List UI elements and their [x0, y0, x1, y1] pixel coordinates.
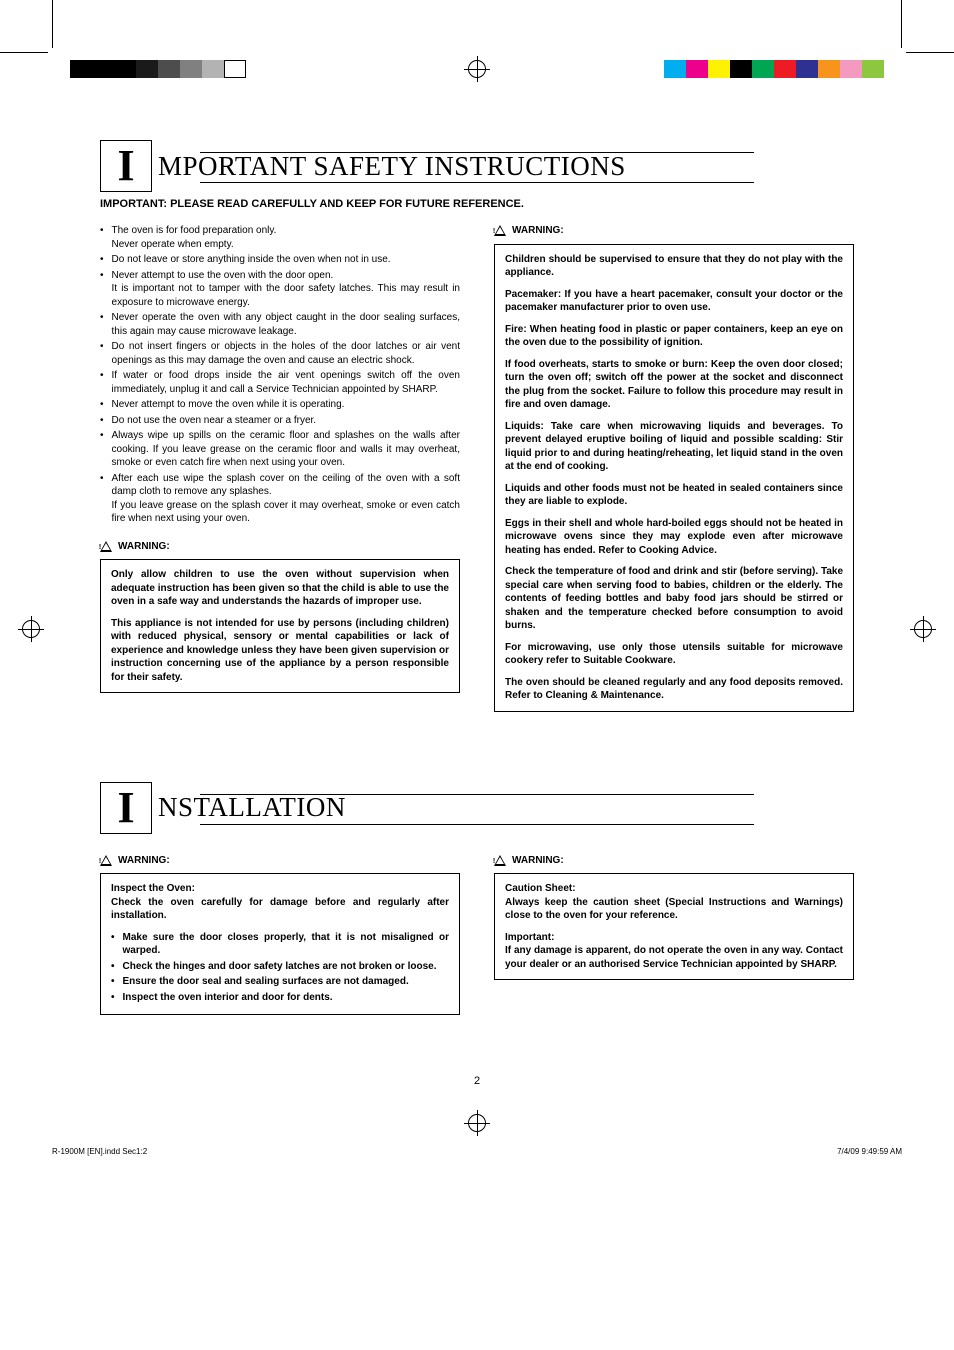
bullet-text: Do not use the oven near a steamer or a … — [112, 414, 460, 428]
bullet-text: Never operate the oven with any object c… — [112, 311, 460, 338]
bullet-text: Never attempt to move the oven while it … — [112, 398, 460, 412]
install-right-column: ! WARNING: Caution Sheet: Always keep th… — [494, 854, 854, 1016]
footer-timestamp: 7/4/09 9:49:59 AM — [837, 1147, 902, 1156]
warning-paragraph: If food overheats, starts to smoke or bu… — [505, 358, 843, 412]
warning-box-install-left: Inspect the Oven: Check the oven careful… — [100, 873, 460, 1015]
warning-paragraph: Only allow children to use the oven with… — [111, 568, 449, 609]
footer-file: R-1900M [EN].indd Sec1:2 — [52, 1147, 147, 1156]
install-left-column: ! WARNING: Inspect the Oven: Check the o… — [100, 854, 460, 1016]
warning-paragraph: The oven should be cleaned regularly and… — [505, 676, 843, 703]
print-footer: R-1900M [EN].indd Sec1:2 7/4/09 9:49:59 … — [0, 1147, 954, 1176]
bullet-text: Inspect the oven interior and door for d… — [123, 991, 449, 1005]
bullet-text: Ensure the door seal and sealing surface… — [123, 975, 449, 989]
left-column: The oven is for food preparation only.Ne… — [100, 224, 460, 712]
warning-paragraph: For microwaving, use only those utensils… — [505, 641, 843, 668]
dropcap-letter: I — [117, 786, 134, 830]
caution-title: Caution Sheet: — [505, 883, 576, 894]
important-text: If any damage is apparent, do not operat… — [505, 945, 843, 970]
warning-label: WARNING: — [118, 540, 170, 554]
warning-header-right: ! WARNING: — [494, 224, 854, 238]
warning-label: WARNING: — [118, 854, 170, 868]
registration-mark-right — [914, 620, 932, 638]
warning-paragraph: Fire: When heating food in plastic or pa… — [505, 323, 843, 350]
section-title: MPORTANT SAFETY INSTRUCTIONS — [152, 151, 626, 182]
bullet-text: Do not leave or store anything inside th… — [112, 253, 460, 267]
bullet-text: Always wipe up spills on the ceramic flo… — [112, 429, 460, 470]
warning-paragraph: Pacemaker: If you have a heart pacemaker… — [505, 288, 843, 315]
print-swatches-right — [664, 60, 884, 78]
warning-paragraph: Check the temperature of food and drink … — [505, 565, 843, 633]
bullet-text: If water or food drops inside the air ve… — [112, 369, 460, 396]
section-title: NSTALLATION — [152, 792, 346, 823]
bullet-text: The oven is for food preparation only.Ne… — [112, 224, 460, 251]
inspect-intro: Check the oven carefully for damage befo… — [111, 897, 449, 922]
warning-header: ! WARNING: — [494, 854, 854, 868]
warning-paragraph: Children should be supervised to ensure … — [505, 253, 843, 280]
dropcap-box: I — [100, 782, 152, 834]
section-installation-heading: I NSTALLATION — [100, 782, 854, 834]
bullet-text: After each use wipe the splash cover on … — [112, 472, 460, 526]
dropcap-box: I — [100, 140, 152, 192]
warning-header: ! WARNING: — [100, 854, 460, 868]
warning-label: WARNING: — [512, 224, 564, 238]
warning-box-left: Only allow children to use the oven with… — [100, 559, 460, 693]
registration-mark-bottom — [468, 1114, 486, 1132]
warning-box-right: Children should be supervised to ensure … — [494, 244, 854, 712]
right-column: ! WARNING: Children should be supervised… — [494, 224, 854, 712]
dropcap-letter: I — [117, 144, 134, 188]
warning-paragraph: Eggs in their shell and whole hard-boile… — [505, 517, 843, 558]
subhead: IMPORTANT: PLEASE READ CAREFULLY AND KEE… — [100, 198, 854, 210]
important-title: Important: — [505, 932, 554, 943]
section-safety-heading: I MPORTANT SAFETY INSTRUCTIONS — [100, 140, 854, 192]
bullet-text: Never attempt to use the oven with the d… — [112, 269, 460, 310]
warning-paragraph: Liquids and other foods must not be heat… — [505, 482, 843, 509]
inspect-title: Inspect the Oven: — [111, 883, 195, 894]
warning-box-install-right: Caution Sheet: Always keep the caution s… — [494, 873, 854, 980]
page-number: 2 — [100, 1075, 854, 1087]
caution-text: Always keep the caution sheet (Special I… — [505, 897, 843, 922]
warning-label: WARNING: — [512, 854, 564, 868]
print-swatches-left — [70, 60, 246, 78]
registration-mark-top — [468, 60, 486, 78]
bullet-text: Make sure the door closes properly, that… — [123, 931, 449, 958]
warning-paragraph: This appliance is not intended for use b… — [111, 617, 449, 685]
warning-paragraph: Liquids: Take care when microwaving liqu… — [505, 420, 843, 474]
registration-mark-left — [22, 620, 40, 638]
bullet-text: Do not insert fingers or objects in the … — [112, 340, 460, 367]
warning-header-left: ! WARNING: — [100, 540, 460, 554]
bullet-text: Check the hinges and door safety latches… — [123, 960, 449, 974]
